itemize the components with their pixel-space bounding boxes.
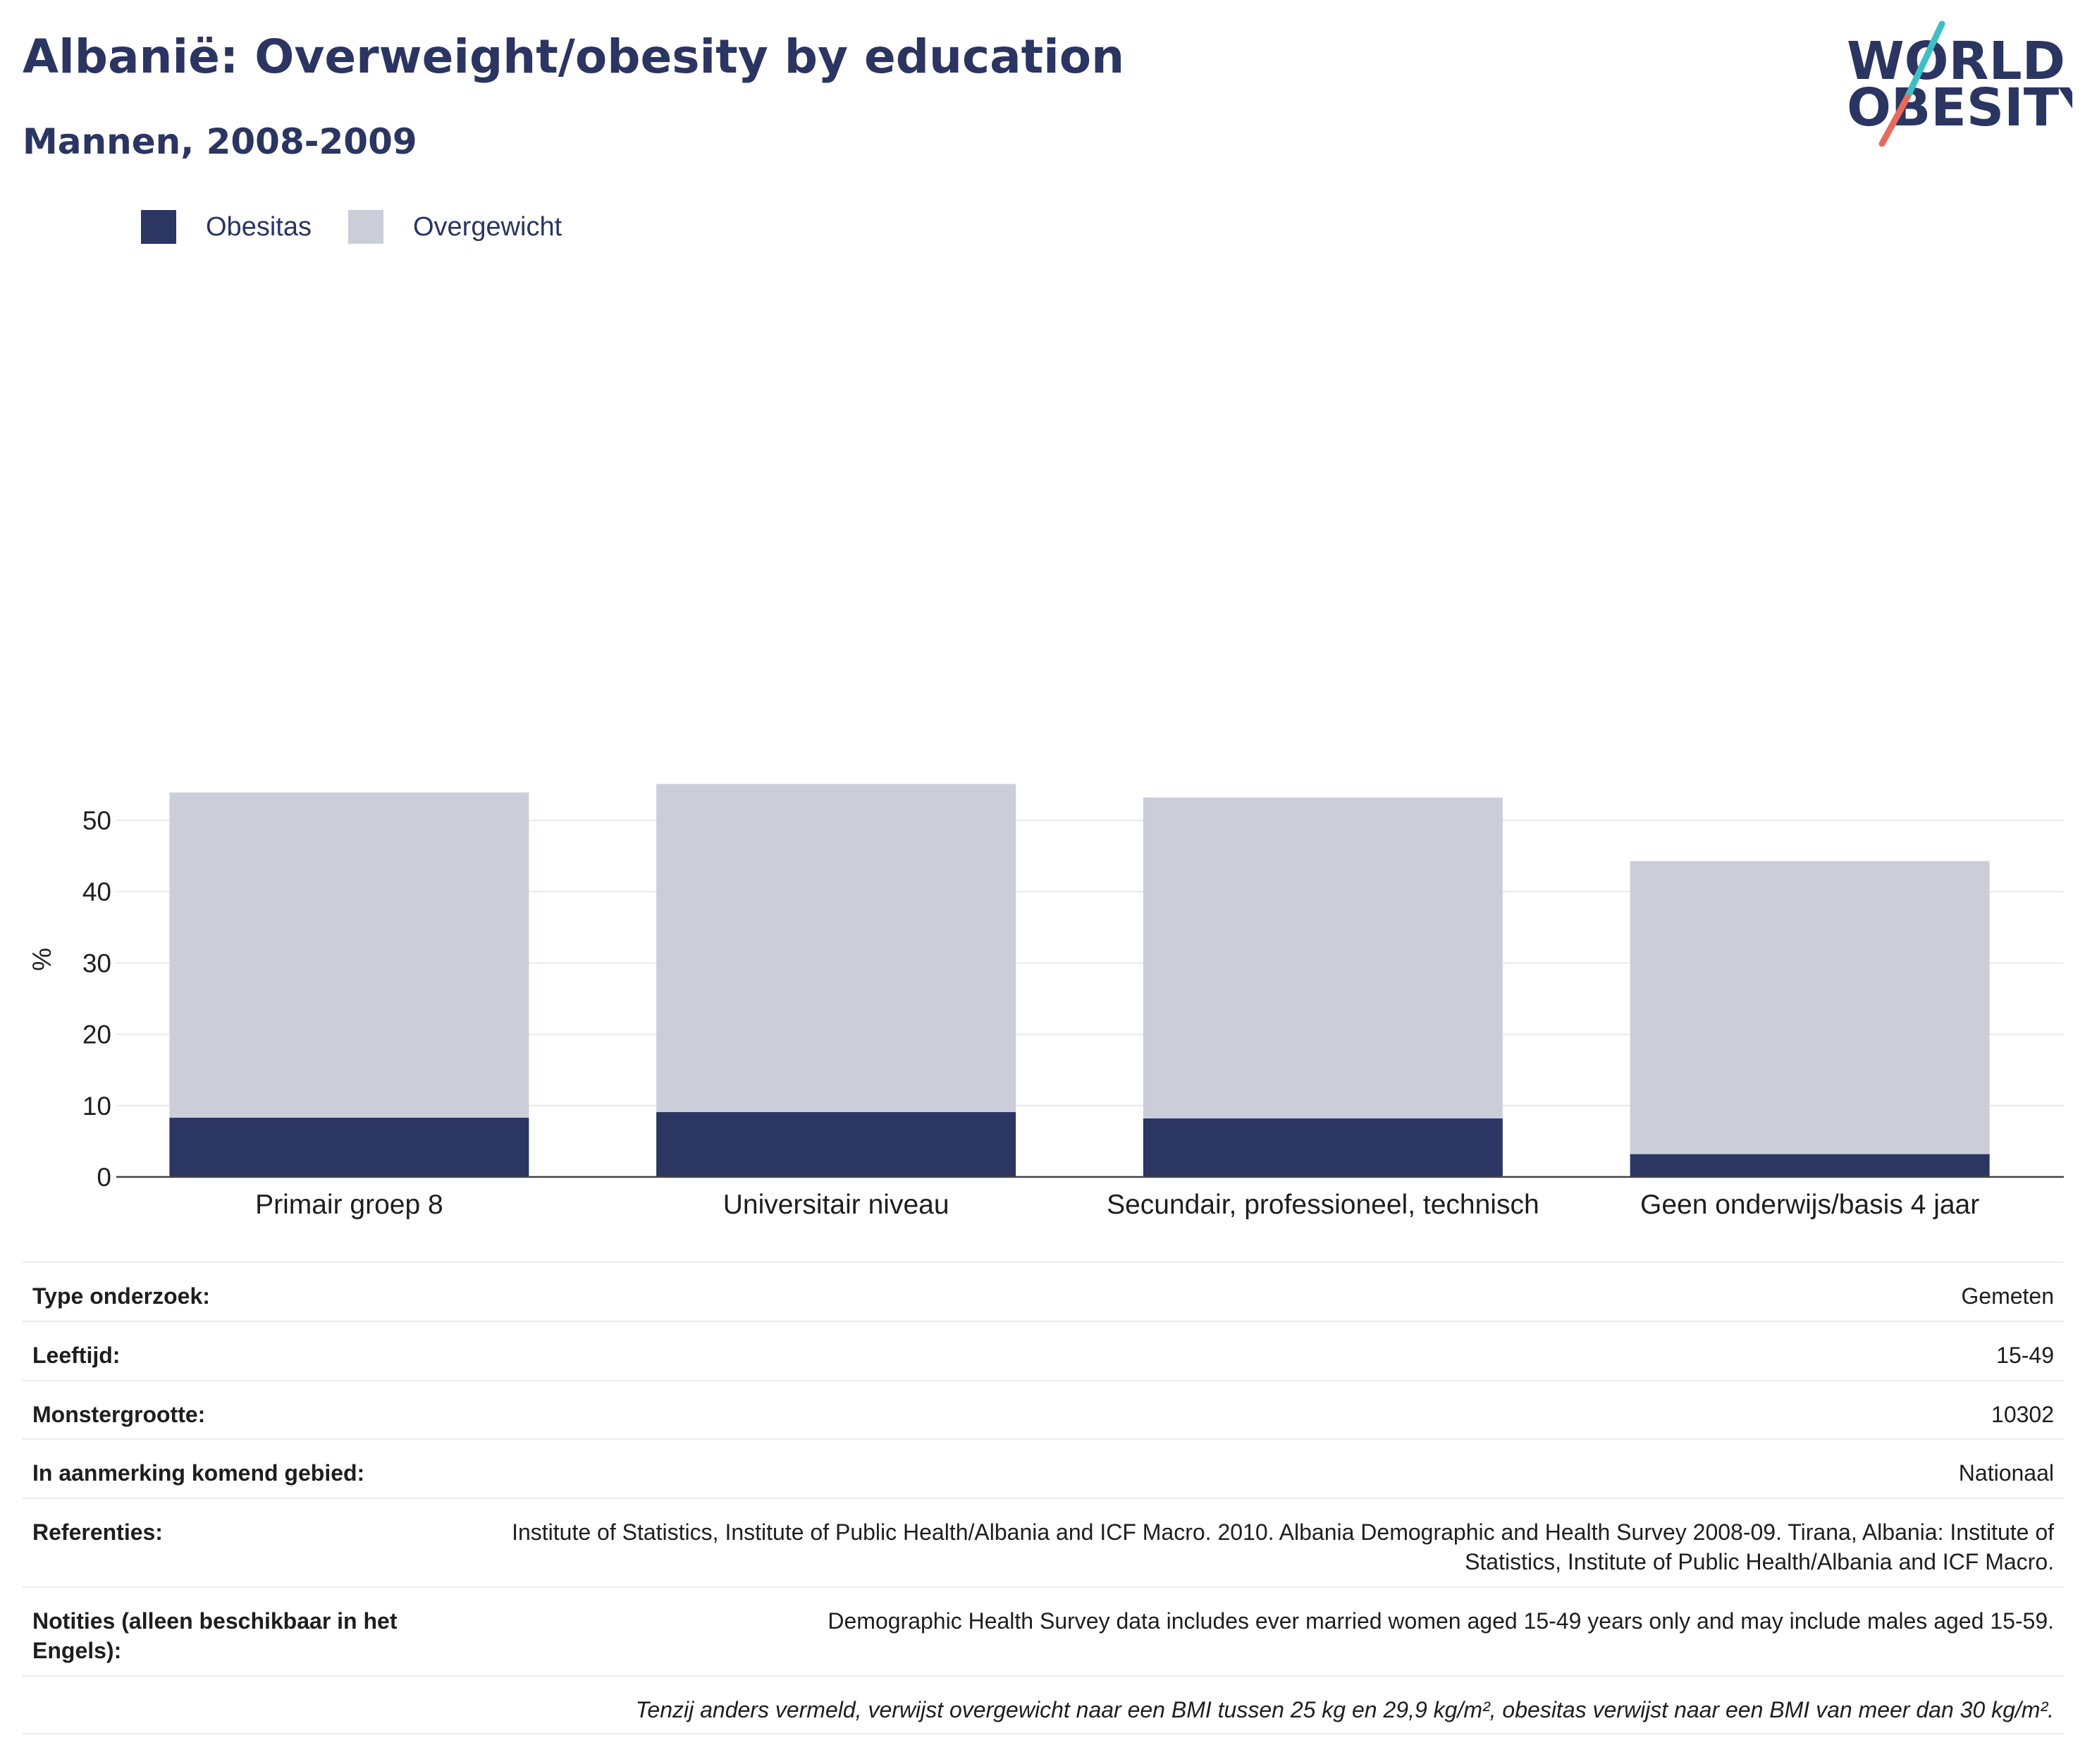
info-row-notes: Notities (alleen beschikbaar in het Enge… — [23, 1586, 2064, 1675]
info-label: Monstergrootte: — [32, 1402, 206, 1427]
info-row-type: Type onderzoek: Gemeten — [23, 1262, 2064, 1321]
bar-obesitas-3[interactable] — [1630, 1154, 1990, 1177]
legend-item-obesitas[interactable]: Obesitas — [141, 210, 312, 244]
y-tick-label: 10 — [82, 1092, 111, 1121]
legend-item-overgewicht[interactable]: Overgewicht — [348, 210, 562, 244]
x-tick-label: Secundair, professioneel, technisch — [1107, 1190, 1539, 1220]
info-value: Demographic Health Survey data includes … — [828, 1608, 2054, 1634]
x-tick-label: Universitair niveau — [723, 1190, 949, 1220]
world-obesity-logo: WORLD OBESITY — [1840, 20, 2085, 147]
y-tick-label: 0 — [97, 1163, 111, 1192]
info-value: 10302 — [1991, 1402, 2054, 1427]
info-value: Institute of Statistics, Institute of Pu… — [512, 1519, 2054, 1574]
footnote: Tenzij anders vermeld, verwijst overgewi… — [635, 1697, 2054, 1722]
chart-legend: Obesitas Overgewicht — [141, 210, 598, 244]
info-row-footnote: Tenzij anders vermeld, verwijst overgewi… — [23, 1675, 2064, 1734]
info-value: 15-49 — [1996, 1343, 2054, 1368]
bar-overgewicht-0[interactable] — [169, 792, 529, 1118]
world-obesity-logo-graphic: WORLD OBESITY — [1847, 20, 2085, 147]
bar-overgewicht-1[interactable] — [656, 784, 1016, 1112]
info-label: Type onderzoek: — [32, 1283, 210, 1309]
y-tick-label: 50 — [82, 806, 111, 835]
info-label: In aanmerking komend gebied: — [32, 1460, 365, 1486]
logo-line2: OBESITY — [1847, 78, 2072, 138]
y-tick-label: 40 — [82, 877, 111, 906]
y-tick-label: 30 — [82, 949, 111, 977]
legend-label-overgewicht: Overgewicht — [412, 211, 562, 242]
logo-line1: WORLD — [1847, 31, 2065, 92]
bars — [169, 784, 1990, 1177]
axes: 0 10 20 30 40 50 Primair groep 8 Universitair n… — [82, 806, 2064, 1220]
bar-overgewicht-2[interactable] — [1143, 797, 1503, 1119]
legend-label-obesitas: Obesitas — [206, 211, 312, 242]
info-table: Type onderzoek: Gemeten Leeftijd: 15-49 … — [23, 1262, 2064, 1734]
bar-overgewicht-3[interactable] — [1630, 861, 1990, 1154]
info-value: Nationaal — [1958, 1460, 2054, 1486]
chart-subtitle: Mannen, 2008-2009 — [23, 121, 417, 162]
bar-obesitas-1[interactable] — [656, 1111, 1016, 1177]
info-value: Gemeten — [1961, 1283, 2054, 1309]
legend-swatch-obesitas — [141, 210, 176, 244]
info-row-sample-size: Monstergrootte: 10302 — [23, 1380, 2064, 1438]
y-axis-label: % — [27, 948, 56, 971]
legend-swatch-overgewicht — [348, 210, 383, 244]
bar-obesitas-2[interactable] — [1143, 1118, 1503, 1177]
x-tick-label: Geen onderwijs/basis 4 jaar — [1640, 1190, 1979, 1220]
bar-obesitas-0[interactable] — [169, 1118, 529, 1177]
logo-slash-teal — [1904, 20, 1945, 101]
info-label: Notities (alleen beschikbaar in het Enge… — [32, 1608, 398, 1663]
info-label: Leeftijd: — [32, 1343, 121, 1368]
x-tick-label: Primair groep 8 — [255, 1190, 443, 1220]
info-row-area: In aanmerking komend gebied: Nationaal — [23, 1438, 2064, 1498]
info-row-references: Referenties: Institute of Statistics, In… — [23, 1498, 2064, 1586]
bar-chart: 0 10 20 30 40 50 Primair groep 8 Universitair n… — [27, 784, 2064, 1220]
logo-slash-coral — [1878, 94, 1911, 147]
chart-title: Albanië: Overweight/obesity by education — [23, 30, 1125, 84]
info-label: Referenties: — [32, 1519, 163, 1545]
info-row-age: Leeftijd: 15-49 — [23, 1321, 2064, 1380]
y-tick-label: 20 — [82, 1020, 111, 1049]
